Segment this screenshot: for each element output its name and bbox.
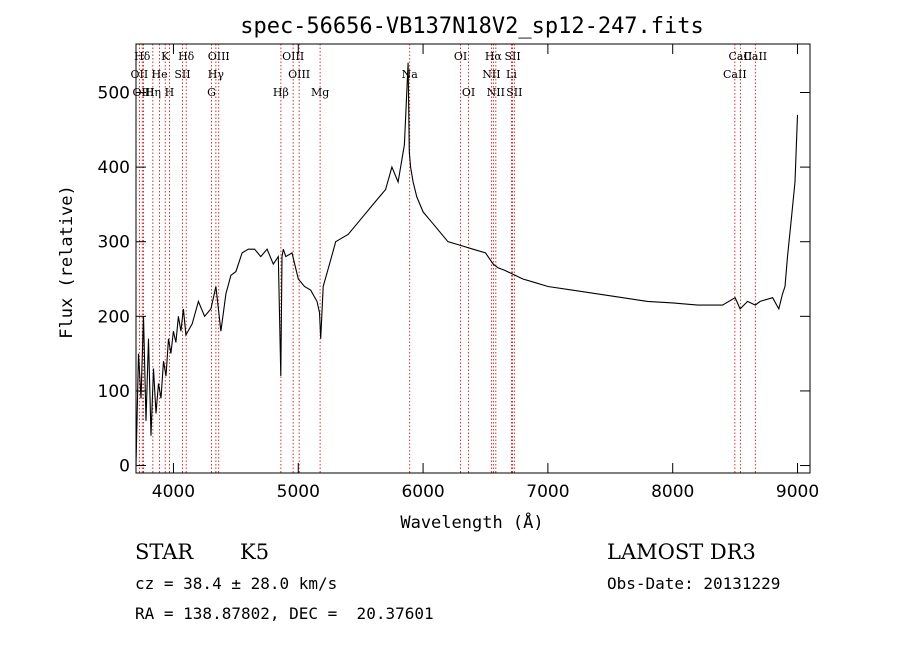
marker-label: CaII — [743, 50, 767, 63]
sky-coordinates: RA = 138.87802, DEC = 20.37601 — [135, 604, 434, 623]
chart-title: spec-56656-VB137N18V2_sp12-247.fits — [240, 14, 704, 39]
marker-label: OIII — [288, 68, 310, 81]
y-tick-label: 100 — [98, 382, 130, 402]
marker-label: CaII — [729, 50, 753, 63]
marker-label: OI — [462, 86, 475, 99]
marker-label: H — [165, 86, 175, 99]
marker-label: SII — [504, 50, 520, 63]
marker-label: OI — [454, 50, 467, 63]
marker-label: Hα — [485, 50, 503, 63]
emission-line-markers — [138, 44, 756, 473]
marker-label: G — [207, 86, 216, 99]
x-tick-label: 6000 — [401, 482, 444, 502]
marker-label: NII — [482, 68, 500, 81]
marker-label: Hγ — [208, 68, 225, 81]
y-tick-label: 0 — [119, 457, 130, 477]
marker-label: Mg — [311, 86, 329, 99]
survey-name: LAMOST DR3 — [607, 540, 756, 564]
marker-label: OII — [131, 68, 149, 81]
marker-label: Li — [506, 68, 517, 81]
x-tick-label: 7000 — [526, 482, 569, 502]
x-axis-label: Wavelength (Å) — [400, 511, 543, 533]
marker-label: CaII — [723, 68, 747, 81]
marker-label: He — [152, 68, 168, 81]
marker-label: OIII — [208, 50, 230, 63]
spectrum-chart: spec-56656-VB137N18V2_sp12-247.fits Hδ K H… — [57, 14, 819, 533]
plot-frame — [135, 43, 811, 474]
marker-label: Hβ — [273, 86, 289, 99]
x-axis: 4000 5000 6000 7000 8000 9000 — [152, 44, 819, 502]
y-tick-label: 400 — [98, 158, 130, 178]
y-tick-label: 500 — [98, 83, 130, 103]
marker-label: OIII — [282, 50, 304, 63]
marker-label: Hη — [145, 86, 161, 99]
marker-label: Na — [402, 68, 419, 81]
y-tick-label: 300 — [98, 233, 130, 253]
redshift-velocity: cz = 38.4 ± 28.0 km/s — [135, 574, 338, 593]
x-tick-label: 9000 — [776, 482, 819, 502]
y-tick-label: 200 — [98, 307, 130, 327]
marker-label: NII — [487, 86, 505, 99]
observation-date: Obs-Date: 20131229 — [607, 574, 781, 593]
y-axis: 0 100 200 300 400 500 — [98, 83, 810, 477]
marker-label: SII — [174, 68, 190, 81]
x-tick-label: 8000 — [651, 482, 694, 502]
marker-label: K — [161, 50, 170, 63]
x-tick-label: 4000 — [152, 482, 195, 502]
object-class: STAR — [135, 540, 194, 564]
x-tick-label: 5000 — [277, 482, 320, 502]
spectrum-series-line — [135, 62, 799, 466]
marker-label: SII — [506, 86, 522, 99]
marker-label: Hδ — [178, 50, 195, 63]
marker-label: Hδ — [134, 50, 151, 63]
y-axis-label: Flux (relative) — [57, 185, 77, 339]
object-subclass: K5 — [240, 540, 270, 564]
